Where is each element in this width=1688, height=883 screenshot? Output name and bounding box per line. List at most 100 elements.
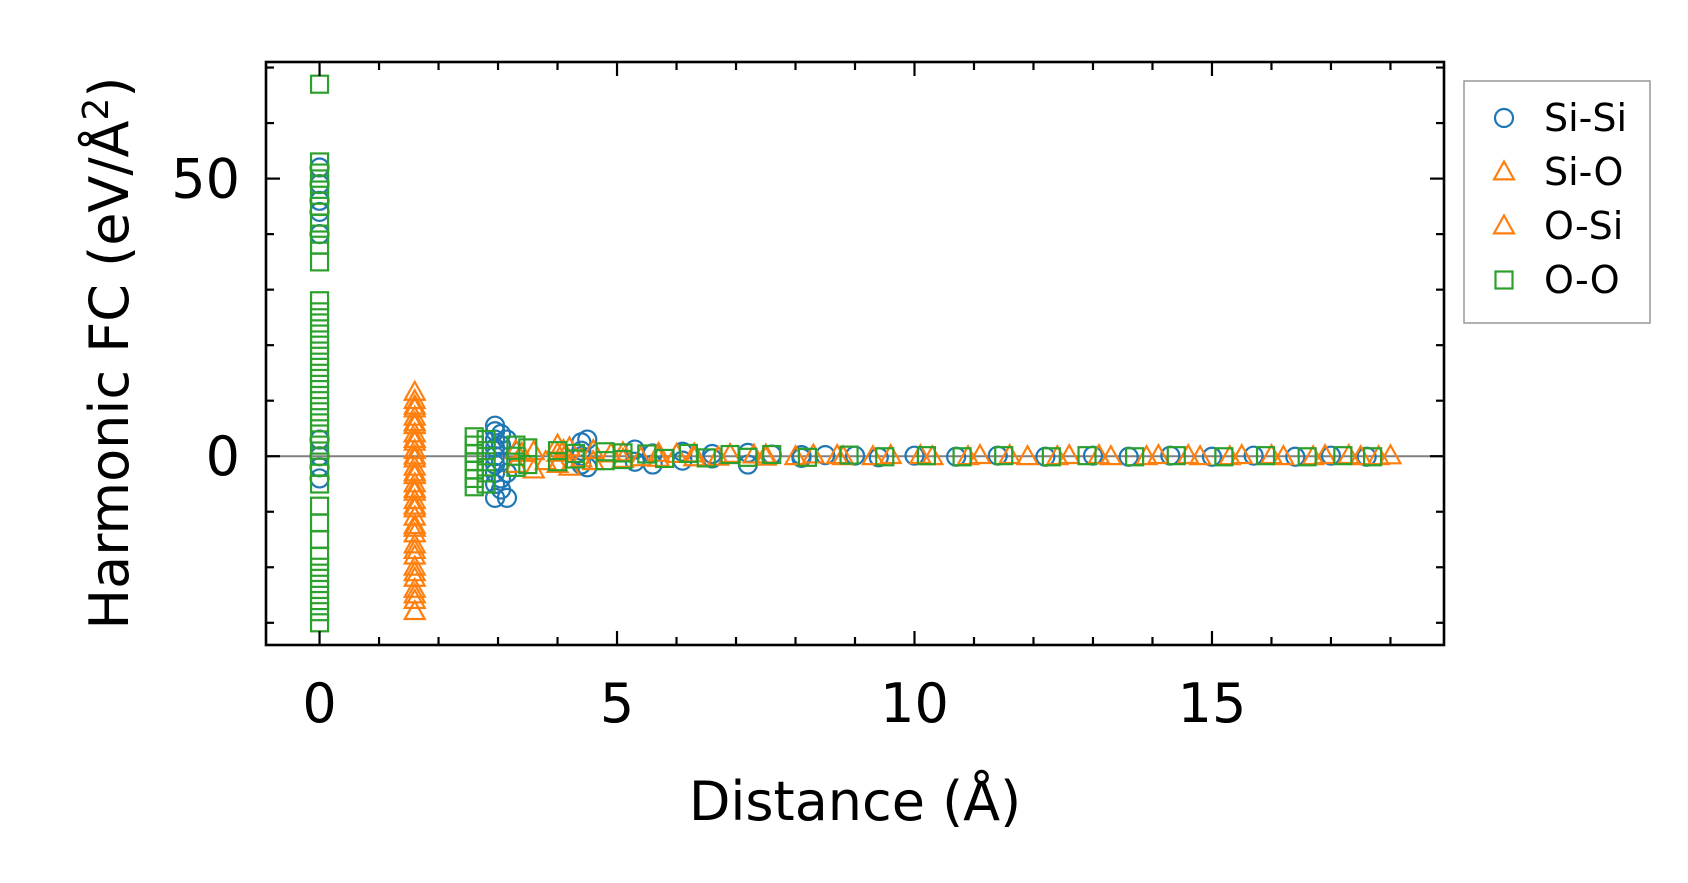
data-point-o-o <box>309 346 330 366</box>
data-point-si-si <box>1243 445 1264 466</box>
data-point-o-o <box>309 602 330 622</box>
y-tick-label: 0 <box>206 425 240 488</box>
data-point-si-o <box>1313 442 1337 465</box>
legend-items: Si-Si Si-O O-Si O-O <box>1492 96 1627 302</box>
y-tick-label: 50 <box>171 148 240 211</box>
data-point-o-si <box>509 440 534 462</box>
series-si-o <box>402 379 1403 621</box>
data-point-si-o <box>1188 444 1212 466</box>
data-point-o-si <box>706 444 731 466</box>
data-point-o-o <box>309 435 330 455</box>
data-point-o-o <box>309 579 330 600</box>
data-point-o-si <box>1301 444 1325 466</box>
data-point-si-o <box>504 451 528 473</box>
data-point-si-o <box>968 442 992 465</box>
data-point-si-o <box>1378 443 1403 465</box>
data-point-si-si <box>1201 446 1223 467</box>
legend-marker-triangle <box>1492 159 1516 181</box>
data-point-o-o <box>309 590 330 611</box>
data-point-si-o <box>682 445 707 467</box>
data-point-o-o <box>1077 446 1097 466</box>
data-point-o-o <box>309 185 330 205</box>
data-point-o-o <box>476 463 496 483</box>
legend-label: Si-Si <box>1544 96 1627 140</box>
data-point-o-o <box>309 213 330 233</box>
data-point-o-si <box>402 537 427 560</box>
data-point-o-o <box>762 444 782 465</box>
data-point-si-si <box>904 445 925 466</box>
data-point-o-si <box>402 493 427 515</box>
data-point-o-o <box>613 449 633 470</box>
data-points-layer <box>309 74 1403 633</box>
legend-item: O-O <box>1494 258 1620 302</box>
data-point-o-o <box>696 448 716 468</box>
data-point-o-o <box>309 446 330 466</box>
data-point-o-o <box>309 413 330 433</box>
x-axis-label: Distance (Å) <box>689 769 1021 833</box>
x-tick-label: 0 <box>302 672 336 735</box>
data-point-o-si <box>783 444 808 466</box>
data-point-o-si <box>1366 444 1391 466</box>
data-point-o-si <box>628 445 653 467</box>
data-point-o-o <box>1166 446 1186 466</box>
data-point-o-o <box>309 368 330 389</box>
data-point-o-o <box>309 163 330 183</box>
data-point-o-o <box>1041 447 1061 467</box>
data-point-si-o <box>1146 442 1171 465</box>
data-point-o-si <box>860 444 885 466</box>
data-point-o-si <box>402 582 427 604</box>
data-point-o-si <box>1259 442 1284 465</box>
data-point-o-o <box>476 441 496 461</box>
data-point-o-o <box>309 335 330 355</box>
data-point-o-o <box>839 445 859 465</box>
data-point-si-o <box>1057 442 1082 465</box>
data-point-o-si <box>1176 442 1201 465</box>
data-point-o-o <box>309 252 330 272</box>
y-axis-label-main: Harmonic FC (eV/Å <box>77 120 141 629</box>
data-point-o-o <box>309 424 330 444</box>
data-point-o-si <box>742 442 766 464</box>
data-point-o-o <box>518 454 538 475</box>
data-point-si-o <box>402 576 427 598</box>
data-point-si-o <box>1348 444 1373 466</box>
legend-label: Si-O <box>1544 150 1623 194</box>
data-point-si-o <box>402 554 427 576</box>
series-o-o <box>309 74 1383 633</box>
data-point-o-o <box>476 429 496 450</box>
legend-label: O-Si <box>1544 204 1623 248</box>
data-point-o-si <box>1045 444 1070 466</box>
data-point-si-si <box>490 423 512 445</box>
data-point-o-o <box>309 568 330 588</box>
data-point-o-si <box>997 442 1022 465</box>
data-point-o-si <box>1134 444 1159 466</box>
data-point-si-o <box>801 442 826 464</box>
data-point-o-o <box>655 448 675 469</box>
data-point-o-si <box>1217 444 1242 466</box>
data-point-si-o <box>402 532 427 554</box>
data-point-o-si <box>908 442 933 465</box>
data-point-o-o <box>1125 447 1145 467</box>
data-point-o-o <box>309 391 330 411</box>
series-o-si <box>402 393 1391 604</box>
data-point-si-o <box>718 441 742 464</box>
y-axis-label-close: ) <box>78 77 141 98</box>
data-point-si-si <box>1285 446 1306 467</box>
tick-labels-layer: 0 5 10 15 0 50 <box>171 148 1246 735</box>
data-point-o-si <box>825 442 850 465</box>
data-point-o-o <box>1297 447 1317 467</box>
data-point-o-o <box>309 402 330 422</box>
data-point-o-o <box>797 447 818 467</box>
legend-marker-circle <box>1493 107 1515 129</box>
data-point-si-o <box>646 445 671 467</box>
data-point-o-si <box>402 560 427 582</box>
data-point-o-o <box>1333 446 1353 466</box>
data-point-o-o <box>309 152 330 172</box>
data-point-o-o <box>952 447 972 467</box>
data-point-o-si <box>402 515 427 537</box>
axis-ticks-layer <box>266 62 1444 645</box>
data-point-o-o <box>565 449 585 469</box>
legend-marker-triangle <box>1492 213 1516 235</box>
data-point-o-si <box>1336 442 1361 465</box>
data-point-si-si <box>490 451 512 472</box>
